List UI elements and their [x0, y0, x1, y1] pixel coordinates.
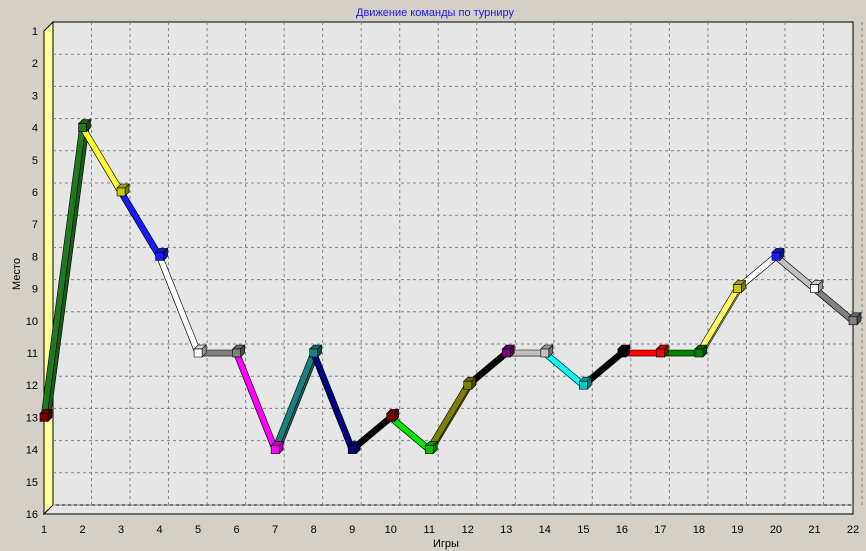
data-point — [424, 440, 438, 455]
point-face — [463, 380, 473, 390]
x-tick-label: 5 — [195, 524, 201, 536]
y-tick-label: 13 — [26, 412, 38, 424]
x-tick-label: 2 — [79, 524, 85, 536]
y-tick-label: 5 — [32, 155, 38, 167]
x-tick-label: 8 — [311, 524, 317, 536]
y-tick-label: 2 — [32, 58, 38, 70]
x-tick-label: 21 — [808, 524, 820, 536]
point-face — [771, 252, 781, 261]
chart-title: Движение команды по турниру — [356, 7, 514, 19]
y-tick-label: 3 — [32, 90, 38, 102]
y-tick-label: 16 — [26, 509, 38, 521]
point-face — [309, 348, 318, 358]
x-tick-label: 22 — [847, 524, 859, 536]
y-tick-label: 15 — [26, 477, 38, 489]
x-tick-label: 13 — [500, 524, 512, 536]
point-face — [579, 380, 588, 390]
data-point — [347, 440, 361, 455]
data-point — [39, 408, 53, 423]
left-wall — [43, 20, 54, 516]
x-tick-label: 11 — [424, 524, 435, 536]
data-point — [501, 344, 516, 358]
x-tick-label: 14 — [539, 524, 551, 536]
y-tick-label: 14 — [26, 445, 38, 457]
data-point — [270, 440, 284, 455]
data-point — [732, 279, 747, 294]
data-point — [540, 344, 554, 358]
x-tick-label: 10 — [385, 524, 397, 536]
data-point — [848, 312, 862, 326]
point-face — [733, 284, 742, 293]
y-tick-label: 8 — [32, 251, 38, 263]
point-face — [270, 445, 280, 454]
y-tick-label: 7 — [32, 219, 38, 231]
point-face — [78, 123, 87, 132]
point-face — [193, 348, 203, 358]
point-face — [501, 348, 511, 358]
floor — [42, 504, 854, 515]
point-face — [617, 348, 627, 358]
point-face — [116, 187, 126, 197]
series-line — [39, 118, 862, 455]
data-point — [694, 344, 708, 358]
point-face — [347, 445, 357, 454]
x-tick-label: 9 — [349, 524, 355, 536]
x-tick-label: 17 — [654, 524, 666, 536]
x-tick-label: 7 — [272, 524, 278, 536]
back-wall — [52, 21, 854, 506]
point-face — [694, 348, 704, 358]
point-face — [810, 284, 819, 293]
data-point — [655, 344, 670, 358]
x-tick-label: 16 — [616, 524, 628, 536]
x-axis-label: Игры — [433, 538, 459, 550]
data-point — [77, 118, 92, 133]
x-tick-label: 12 — [462, 524, 474, 536]
point-face — [232, 348, 241, 358]
data-point — [308, 344, 323, 358]
plot-background — [42, 20, 854, 516]
y-tick-label: 12 — [26, 380, 38, 392]
y-axis-label: Место — [11, 258, 23, 290]
y-tick-label: 9 — [32, 284, 38, 296]
data-point — [116, 183, 130, 197]
data-point — [771, 247, 785, 262]
x-tick-label: 6 — [234, 524, 240, 536]
x-axis-ticks: 1 2 3 4 5 6 7 8 9 10 11 12 13 14 15 16 17 18 19 20 21 22 — [41, 524, 859, 536]
x-tick-label: 18 — [693, 524, 705, 536]
x-tick-label: 4 — [157, 524, 163, 536]
y-tick-label: 4 — [32, 123, 38, 135]
data-point — [809, 279, 824, 294]
data-point — [385, 408, 400, 423]
point-face — [540, 348, 550, 358]
x-tick-label: 20 — [770, 524, 782, 536]
data-point — [463, 376, 477, 390]
point-face — [848, 316, 858, 326]
point-face — [39, 413, 49, 422]
point-face — [656, 348, 665, 358]
x-tick-label: 3 — [118, 524, 124, 536]
y-tick-label: 10 — [26, 316, 38, 328]
y-tick-label: 6 — [32, 187, 38, 199]
y-tick-label: 1 — [32, 26, 38, 38]
data-point — [231, 344, 246, 358]
y-tick-label: 11 — [27, 348, 38, 360]
point-face — [386, 413, 396, 422]
point-face — [155, 252, 164, 261]
data-point — [617, 344, 631, 358]
x-tick-label: 1 — [41, 524, 47, 536]
data-point — [193, 344, 207, 358]
data-point — [578, 376, 593, 390]
point-face — [424, 445, 434, 454]
x-tick-label: 15 — [577, 524, 589, 536]
x-tick-label: 19 — [731, 524, 743, 536]
data-point — [154, 247, 169, 262]
